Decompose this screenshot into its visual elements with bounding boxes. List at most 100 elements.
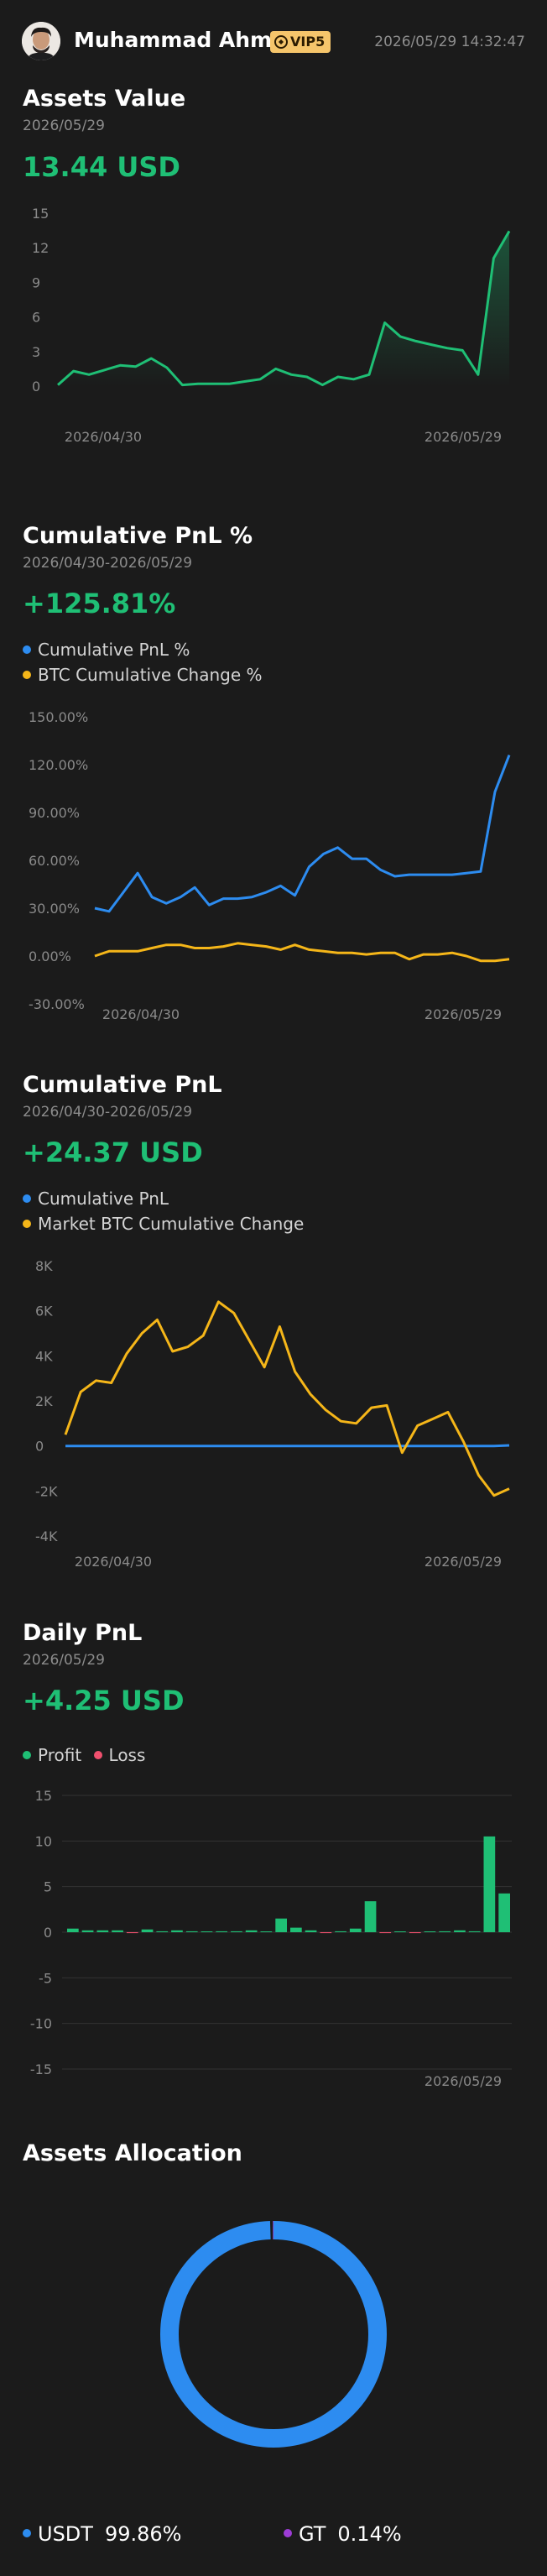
allocation-item-gt[interactable]: GT 0.14%	[284, 2522, 402, 2546]
avatar[interactable]	[22, 22, 60, 60]
legend-dot-green	[23, 1750, 31, 1759]
y-tick-label: 60.00%	[29, 853, 80, 869]
bar	[454, 1930, 466, 1932]
legend-item-profit[interactable]: Profit	[23, 1745, 81, 1765]
bar	[468, 1931, 481, 1932]
y-tick-label: 90.00%	[29, 805, 80, 821]
vip-badge[interactable]: VIP5	[270, 31, 331, 53]
bar	[335, 1931, 346, 1932]
y-tick-label: 120.00%	[29, 757, 88, 773]
allocation-name: GT	[299, 2522, 326, 2546]
legend-dot-yellow	[23, 1219, 31, 1228]
header: Muhammad Ahmad VIP5 2026/05/29 14:32:47	[0, 0, 547, 84]
bar	[141, 1929, 154, 1932]
daily-pnl-legend: Profit Loss	[23, 1745, 145, 1765]
y-tick-label: 15	[32, 206, 49, 222]
bar	[275, 1918, 287, 1932]
series-line-0	[65, 1444, 510, 1448]
legend-label: Market BTC Cumulative Change	[38, 1214, 305, 1234]
cumulative-pnl-chart[interactable]: 8K 6K 4K 2K 0 -2K -4K 2026/04/30 2026/05/29	[0, 1246, 547, 1590]
series-line-0	[57, 230, 511, 387]
legend-item-market-btc-change[interactable]: Market BTC Cumulative Change	[23, 1214, 304, 1234]
assets-value-chart[interactable]: 15 12 9 6 3 0 2026/04/30 2026/05/29	[0, 193, 547, 478]
y-tick-label: 0.00%	[29, 948, 71, 964]
legend-label: BTC Cumulative Change %	[38, 665, 263, 685]
y-tick-label: 0	[44, 1925, 52, 1941]
y-tick-label: -2K	[35, 1483, 58, 1499]
assets-allocation-donut[interactable]	[0, 2203, 547, 2489]
x-tick-label: 2026/05/29	[425, 1554, 502, 1570]
allocation-dot-purple	[284, 2529, 292, 2537]
y-tick-label: -15	[30, 2061, 52, 2077]
bar	[290, 1927, 302, 1932]
bar	[394, 1931, 406, 1932]
y-tick-label: 5	[44, 1879, 52, 1895]
allocation-percent: 99.86%	[104, 2522, 182, 2546]
y-tick-label: 0	[32, 379, 40, 394]
y-tick-label: 6K	[35, 1304, 53, 1319]
assets-allocation-title: Assets Allocation	[23, 2140, 242, 2166]
y-tick-label: 12	[32, 240, 49, 256]
y-tick-label: 10	[35, 1833, 52, 1849]
bar	[185, 1931, 198, 1932]
x-tick-label: 2026/04/30	[75, 1554, 152, 1570]
legend-item-cumulative-pnl[interactable]: Cumulative PnL	[23, 1189, 169, 1209]
cumulative-pnl-pct-date: 2026/04/30-2026/05/29	[23, 555, 193, 572]
legend-label: Profit	[38, 1745, 82, 1765]
allocation-name: USDT	[38, 2522, 93, 2546]
allocation-item-usdt[interactable]: USDT 99.86%	[23, 2522, 181, 2546]
y-tick-label: 6	[32, 310, 40, 326]
bar	[231, 1931, 242, 1932]
daily-pnl-chart[interactable]: 15 10 5 0 -5 -10 -15 2026/05/29	[0, 1775, 547, 2094]
bar	[439, 1931, 451, 1932]
bar	[156, 1931, 169, 1932]
assets-value-date: 2026/05/29	[23, 118, 105, 134]
daily-pnl-section: Daily PnL 2026/05/29 +4.25 USD Profit Lo…	[0, 1616, 547, 2103]
cumulative-pnl-pct-chart[interactable]: 150.00% 120.00% 90.00% 60.00% 30.00% 0.00% -30…	[0, 697, 547, 1041]
bar	[320, 1932, 332, 1934]
bar	[349, 1928, 362, 1932]
donut-slice-usdt	[160, 2221, 387, 2448]
assets-value-title: Assets Value	[23, 86, 186, 112]
bar	[112, 1930, 123, 1932]
y-tick-label: -10	[30, 2016, 52, 2032]
y-tick-label: 3	[32, 344, 40, 360]
y-tick-label: -5	[39, 1970, 52, 1986]
bar	[498, 1893, 510, 1932]
allocation-dot-blue	[23, 2529, 31, 2537]
assets-value-section: Assets Value 2026/05/29 13.44 USD 15 12 9 6…	[0, 84, 547, 487]
assets-allocation-section: Assets Allocation USDT 99.86% GT 0.14%	[0, 2136, 547, 2576]
vip-label: VIP5	[290, 34, 326, 50]
y-tick-label: 30.00%	[29, 901, 80, 917]
daily-pnl-date: 2026/05/29	[23, 1652, 105, 1669]
bar	[409, 1932, 421, 1934]
cumulative-pnl-section: Cumulative PnL 2026/04/30-2026/05/29 +24…	[0, 1068, 547, 1588]
bar	[81, 1930, 94, 1932]
y-tick-label: 9	[32, 274, 40, 290]
y-tick-label: -4K	[35, 1528, 58, 1544]
bar	[201, 1931, 213, 1932]
x-tick-label: 2026/05/29	[425, 1006, 502, 1022]
series-line-1	[64, 1300, 510, 1497]
legend-item-btc-change-pct[interactable]: BTC Cumulative Change %	[23, 665, 263, 685]
legend-label: Cumulative PnL	[38, 1189, 169, 1209]
bar	[379, 1932, 392, 1934]
cumulative-pnl-date: 2026/04/30-2026/05/29	[23, 1104, 193, 1121]
daily-pnl-title: Daily PnL	[23, 1620, 143, 1646]
y-tick-label: 4K	[35, 1348, 53, 1364]
area-fill	[58, 231, 509, 386]
legend-item-cumulative-pnl-pct[interactable]: Cumulative PnL %	[23, 640, 190, 660]
timestamp: 2026/05/29 14:32:47	[374, 34, 525, 50]
x-tick-label: 2026/04/30	[65, 429, 142, 445]
y-tick-label: 15	[35, 1788, 52, 1804]
bar	[67, 1928, 79, 1932]
legend-label: Cumulative PnL %	[38, 640, 190, 660]
username: Muhammad Ahmad	[74, 28, 301, 52]
cumulative-pnl-amount: +24.37 USD	[23, 1136, 203, 1168]
vip-crown-icon	[274, 35, 288, 49]
y-tick-label: 2K	[35, 1393, 53, 1409]
bar	[171, 1930, 183, 1932]
donut-slice-gt	[160, 2221, 387, 2448]
legend-item-loss[interactable]: Loss	[93, 1745, 145, 1765]
y-tick-label: -30.00%	[29, 996, 85, 1012]
